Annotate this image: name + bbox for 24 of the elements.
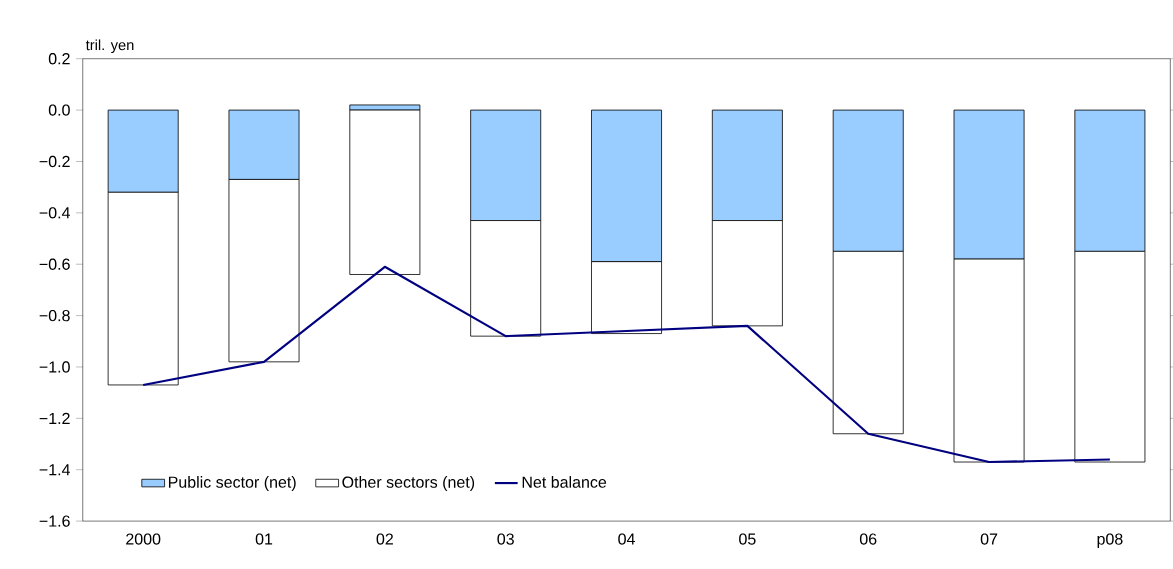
x-tick-label: p08 — [1097, 533, 1123, 548]
y-tick-label: −0.8 — [39, 309, 70, 322]
y-tick-label: −1.2 — [39, 412, 70, 424]
legend-label: Net balance — [522, 476, 607, 488]
x-tick-label: 07 — [980, 533, 998, 545]
x-tick-label: 04 — [618, 533, 635, 545]
y-tick-label: −0.4 — [39, 207, 70, 219]
x-tick-label: 02 — [376, 533, 393, 545]
x-tick-label: 05 — [739, 533, 756, 545]
y-tick-label: −0.2 — [39, 155, 70, 168]
y-tick-label: −1.6 — [39, 515, 70, 527]
legend-label: Public sector (net) — [168, 476, 296, 491]
y-tick-label: 0.0 — [48, 104, 70, 116]
line-series — [142, 265, 1111, 464]
x-tick-label: 2000 — [126, 533, 161, 545]
y-axis-title: tril. yen — [85, 39, 134, 54]
x-tick-label: 03 — [497, 533, 514, 545]
x-tick-label: 01 — [255, 533, 273, 545]
y-tick-label: −1.4 — [39, 464, 70, 476]
y-tick-label: 0.2 — [48, 52, 70, 65]
x-tick-label: 06 — [859, 533, 877, 545]
y-tick-label: −1.0 — [39, 361, 70, 373]
legend-label: Other sectors (net) — [342, 476, 475, 491]
y-tick-label: −0.6 — [39, 258, 70, 270]
